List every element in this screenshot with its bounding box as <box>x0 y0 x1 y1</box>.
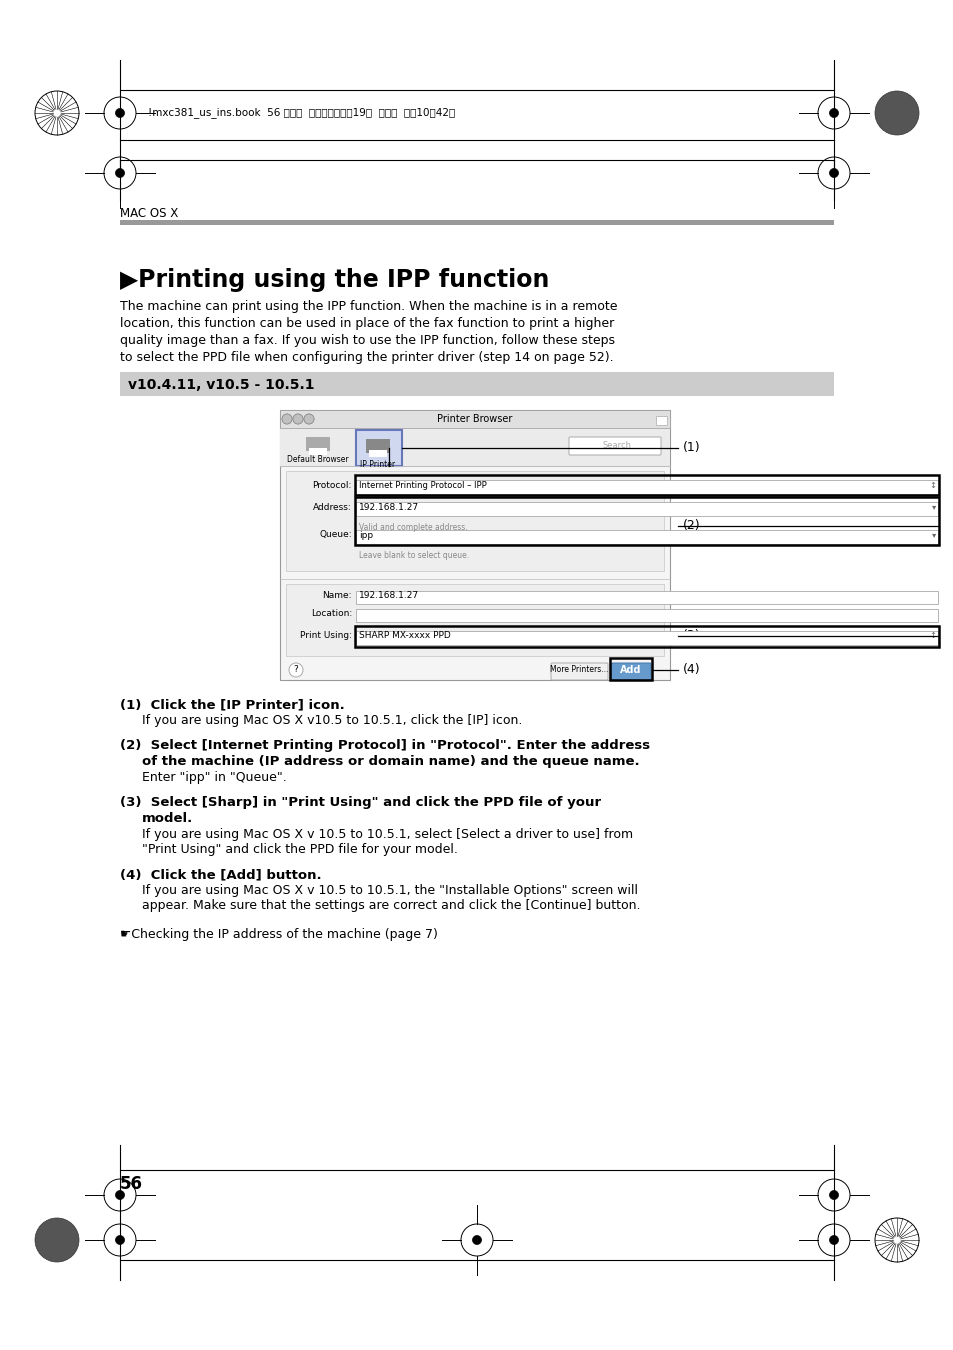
Text: Queue:: Queue: <box>319 531 352 540</box>
Text: The machine can print using the IPP function. When the machine is in a remote: The machine can print using the IPP func… <box>120 300 617 313</box>
Bar <box>120 373 833 396</box>
Circle shape <box>304 414 314 424</box>
Circle shape <box>289 663 303 676</box>
Bar <box>355 630 937 645</box>
Text: ↕: ↕ <box>928 481 935 490</box>
Text: If you are using Mac OS X v 10.5 to 10.5.1, select [Select a driver to use] from: If you are using Mac OS X v 10.5 to 10.5… <box>142 828 633 841</box>
FancyBboxPatch shape <box>610 663 650 680</box>
Bar <box>609 657 651 680</box>
Bar <box>355 431 401 466</box>
Bar <box>355 531 937 544</box>
Circle shape <box>35 1218 79 1262</box>
Text: 192.168.1.27: 192.168.1.27 <box>358 502 418 512</box>
Text: !mxc381_us_ins.book  56 ページ  ２００８年８月19日  火曜日  午前10時42分: !mxc381_us_ins.book 56 ページ ２００８年８月19日 火曜… <box>148 108 455 119</box>
Text: Location:: Location: <box>311 609 352 618</box>
Circle shape <box>828 169 838 177</box>
Bar <box>355 591 937 603</box>
Text: ?: ? <box>294 666 298 675</box>
Text: (1)  Click the [IP Printer] icon.: (1) Click the [IP Printer] icon. <box>120 698 344 711</box>
Circle shape <box>115 1235 125 1245</box>
Text: (2): (2) <box>682 520 700 532</box>
Bar <box>366 439 390 454</box>
Text: Add: Add <box>619 666 641 675</box>
Text: SHARP MX-xxxx PPD: SHARP MX-xxxx PPD <box>358 632 450 640</box>
Bar <box>280 410 669 428</box>
Bar <box>355 497 938 545</box>
Bar <box>120 220 833 225</box>
Text: Printer Browser: Printer Browser <box>436 414 512 424</box>
Bar <box>286 585 663 656</box>
FancyBboxPatch shape <box>568 437 660 455</box>
Text: Protocol:: Protocol: <box>313 481 352 490</box>
Text: (2)  Select [Internet Printing Protocol] in "Protocol". Enter the address: (2) Select [Internet Printing Protocol] … <box>120 738 649 752</box>
Circle shape <box>874 90 918 135</box>
Text: (3): (3) <box>682 629 700 643</box>
Text: quality image than a fax. If you wish to use the IPP function, follow these step: quality image than a fax. If you wish to… <box>120 333 615 347</box>
Text: ↕: ↕ <box>928 632 935 640</box>
Text: to select the PPD file when configuring the printer driver (step 14 on page 52).: to select the PPD file when configuring … <box>120 351 613 364</box>
Text: ▾: ▾ <box>931 531 935 540</box>
Text: More Printers...: More Printers... <box>549 666 608 675</box>
Text: location, this function can be used in place of the fax function to print a high: location, this function can be used in p… <box>120 317 614 329</box>
Text: (3)  Select [Sharp] in "Print Using" and click the PPD file of your: (3) Select [Sharp] in "Print Using" and … <box>120 796 600 809</box>
Text: (4)  Click the [Add] button.: (4) Click the [Add] button. <box>120 868 321 882</box>
Circle shape <box>828 1191 838 1200</box>
Text: Search: Search <box>601 441 631 451</box>
Bar <box>355 481 937 494</box>
Circle shape <box>828 108 838 117</box>
Bar <box>280 410 669 680</box>
Text: model.: model. <box>142 811 193 825</box>
Text: "Print Using" and click the PPD file for your model.: "Print Using" and click the PPD file for… <box>142 842 457 856</box>
Text: ☛Checking the IP address of the machine (page 7): ☛Checking the IP address of the machine … <box>120 927 437 941</box>
Text: Default Browser: Default Browser <box>287 455 349 464</box>
Bar <box>355 609 937 622</box>
Text: Print Using:: Print Using: <box>299 632 352 640</box>
Circle shape <box>828 1235 838 1245</box>
Circle shape <box>282 414 292 424</box>
Bar <box>355 502 937 516</box>
Text: Address:: Address: <box>313 502 352 512</box>
Bar <box>355 626 938 647</box>
Text: Leave blank to select queue.: Leave blank to select queue. <box>358 551 469 560</box>
Text: (1): (1) <box>682 441 700 455</box>
Bar <box>280 428 669 466</box>
Text: ▶Printing using the IPP function: ▶Printing using the IPP function <box>120 269 549 292</box>
Text: Valid and complete address.: Valid and complete address. <box>358 522 467 532</box>
Text: ipp: ipp <box>358 531 373 540</box>
Text: 56: 56 <box>120 1174 143 1193</box>
FancyBboxPatch shape <box>551 663 607 680</box>
Text: Name:: Name: <box>322 591 352 601</box>
Text: MAC OS X: MAC OS X <box>120 207 178 220</box>
Text: If you are using Mac OS X v 10.5 to 10.5.1, the "Installable Options" screen wil: If you are using Mac OS X v 10.5 to 10.5… <box>142 884 638 896</box>
Text: Enter "ipp" in "Queue".: Enter "ipp" in "Queue". <box>142 771 287 784</box>
Circle shape <box>293 414 303 424</box>
Bar <box>286 471 663 571</box>
Circle shape <box>115 169 125 177</box>
Text: Internet Printing Protocol – IPP: Internet Printing Protocol – IPP <box>358 481 486 490</box>
Text: 192.168.1.27: 192.168.1.27 <box>358 591 418 601</box>
Text: of the machine (IP address or domain name) and the queue name.: of the machine (IP address or domain nam… <box>142 755 639 768</box>
Text: If you are using Mac OS X v10.5 to 10.5.1, click the [IP] icon.: If you are using Mac OS X v10.5 to 10.5.… <box>142 714 522 728</box>
Circle shape <box>304 414 314 424</box>
Bar <box>306 437 330 451</box>
Text: ▾: ▾ <box>931 502 935 512</box>
Circle shape <box>115 1191 125 1200</box>
Circle shape <box>115 108 125 117</box>
Text: IP Printer: IP Printer <box>360 460 395 468</box>
Bar <box>369 450 387 458</box>
Circle shape <box>472 1235 481 1245</box>
Text: appear. Make sure that the settings are correct and click the [Continue] button.: appear. Make sure that the settings are … <box>142 899 639 913</box>
Bar <box>309 448 327 455</box>
FancyBboxPatch shape <box>656 417 667 425</box>
Circle shape <box>282 414 292 424</box>
Text: v10.4.11, v10.5 - 10.5.1: v10.4.11, v10.5 - 10.5.1 <box>128 378 314 392</box>
Bar <box>355 475 938 495</box>
Circle shape <box>293 414 303 424</box>
Text: (4): (4) <box>682 663 700 676</box>
